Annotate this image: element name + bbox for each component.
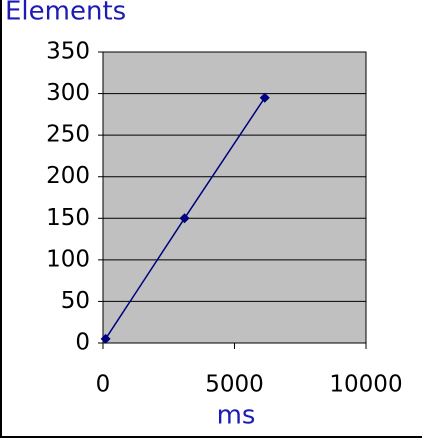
y-tick-label: 200 (46, 163, 90, 189)
y-tick-label: 150 (46, 205, 90, 231)
y-tick-label: 100 (46, 246, 90, 272)
y-tick-label: 250 (46, 122, 90, 148)
y-axis-title: Elements (5, 0, 126, 27)
y-tick-label: 350 (46, 39, 90, 65)
y-tick-label: 0 (75, 330, 90, 356)
marker (179, 213, 190, 224)
plot-area (102, 51, 367, 344)
x-axis-title: ms (217, 401, 256, 431)
x-tick-label: 10000 (329, 372, 402, 398)
marker (259, 92, 270, 103)
y-tick-label: 300 (46, 80, 90, 106)
y-tick-label: 50 (61, 288, 90, 314)
marker (100, 333, 111, 344)
x-tick-label: 5000 (205, 372, 264, 398)
x-tick-label: 0 (96, 372, 111, 398)
